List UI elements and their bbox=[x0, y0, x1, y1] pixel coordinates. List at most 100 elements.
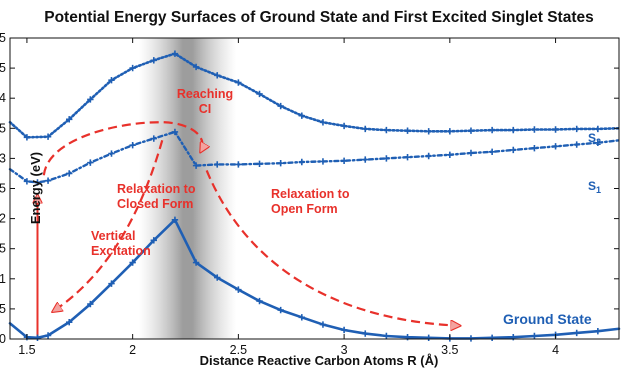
y-tick-label: 3 bbox=[0, 151, 6, 165]
ground-state-point bbox=[256, 297, 263, 305]
s2-line bbox=[8, 52, 621, 139]
annotation-relax-closed-line1: Relaxation to bbox=[117, 182, 196, 196]
x-tick-label: 2.5 bbox=[230, 343, 247, 357]
ground-state-point bbox=[319, 321, 327, 328]
y-tick-label: 1.5 bbox=[0, 242, 6, 256]
s1-point bbox=[171, 128, 179, 136]
s2-point bbox=[192, 63, 200, 71]
s2-point bbox=[256, 90, 263, 98]
ground-state-point bbox=[488, 334, 496, 341]
annotation-vertical-line2: Excitation bbox=[91, 244, 151, 258]
series-label-s2-base: S bbox=[588, 131, 596, 145]
ground-state-point bbox=[129, 259, 136, 266]
s2-point bbox=[573, 125, 580, 133]
s1-point bbox=[44, 177, 52, 184]
s2-point bbox=[383, 126, 390, 134]
s2-point bbox=[87, 96, 94, 103]
s1-point bbox=[66, 170, 73, 177]
s1-point bbox=[129, 141, 136, 149]
y-tick-label: 1 bbox=[0, 272, 6, 286]
ground-state-point bbox=[66, 318, 73, 326]
y-tick-label: 0 bbox=[0, 332, 6, 346]
reaching-ci-arrow bbox=[42, 121, 203, 176]
s2-point bbox=[552, 126, 559, 133]
s2-point bbox=[362, 125, 369, 133]
y-tick-label: 3.5 bbox=[0, 121, 6, 135]
s1-point bbox=[277, 160, 284, 167]
x-tick-label: 4 bbox=[552, 343, 559, 357]
ground-state-point bbox=[34, 334, 41, 341]
s2-point bbox=[446, 128, 454, 135]
ground-state-point bbox=[108, 280, 115, 287]
s2-point bbox=[488, 126, 496, 134]
series-layer bbox=[8, 50, 621, 342]
y-axis-label: Energy (eV) bbox=[28, 152, 43, 224]
s2-point bbox=[319, 119, 327, 126]
s2-point bbox=[150, 57, 157, 64]
ground-state-point bbox=[298, 314, 306, 321]
x-axis-label: Distance Reactive Carbon Atoms R (Å) bbox=[200, 353, 439, 368]
s1-point bbox=[488, 148, 496, 155]
s2-point bbox=[340, 122, 348, 130]
s2-point bbox=[108, 76, 115, 84]
s2-point bbox=[44, 133, 52, 140]
s1-point bbox=[192, 162, 200, 169]
s1-point bbox=[319, 158, 327, 165]
annotation-vertical-line1: Vertical bbox=[91, 229, 135, 243]
s1-point bbox=[573, 141, 580, 148]
s1-point bbox=[87, 159, 94, 166]
s2-point bbox=[425, 128, 432, 135]
x-tick-label: 3.5 bbox=[441, 343, 458, 357]
s2-point bbox=[214, 72, 221, 79]
series-label-s2: S2 bbox=[588, 131, 601, 147]
series-label-s1-base: S bbox=[588, 179, 596, 193]
ground-state-point bbox=[573, 329, 580, 337]
y-tick-label: 5 bbox=[0, 31, 6, 45]
ground-state-point bbox=[44, 332, 52, 339]
s2-point bbox=[298, 112, 306, 119]
s1-point bbox=[404, 153, 411, 161]
s2-point bbox=[510, 126, 517, 134]
s1-point bbox=[425, 152, 432, 160]
s2-point bbox=[66, 116, 73, 123]
y-tick-label: 0.5 bbox=[0, 302, 6, 316]
ground-state-point bbox=[594, 327, 602, 335]
s2-point bbox=[171, 50, 179, 57]
y-tick-label: 2.5 bbox=[0, 182, 6, 196]
ground-state-point bbox=[467, 335, 475, 342]
series-label-ground-state: Ground State bbox=[503, 311, 592, 327]
s1-point bbox=[510, 146, 517, 154]
s1-point bbox=[531, 144, 538, 152]
ground-state-point bbox=[192, 259, 200, 266]
s1-point bbox=[23, 178, 31, 185]
series-label-s1-subscript: 1 bbox=[596, 185, 601, 195]
s1-point bbox=[467, 149, 475, 157]
s1-point bbox=[362, 156, 369, 163]
relax-closed-form-arrow bbox=[52, 140, 164, 312]
ground-state-point bbox=[362, 330, 369, 337]
ground-state-point bbox=[383, 332, 390, 340]
s2-point bbox=[404, 127, 411, 134]
red-arrow-annotations bbox=[37, 121, 460, 338]
y-tick-label: 4 bbox=[0, 91, 6, 105]
ground-state-point bbox=[235, 286, 242, 293]
series-label-s2-subscript: 2 bbox=[596, 137, 601, 147]
y-tick-label: 4.5 bbox=[0, 61, 6, 75]
annotation-reaching-ci-line2: CI bbox=[199, 102, 212, 116]
s2-point bbox=[235, 79, 242, 86]
ground-state-point bbox=[340, 326, 348, 334]
s1-point bbox=[383, 155, 390, 162]
s1-point bbox=[256, 160, 263, 168]
series-label-s1: S1 bbox=[588, 179, 601, 195]
s2-point bbox=[23, 134, 31, 141]
ground-state-point bbox=[531, 332, 538, 340]
s2-point bbox=[531, 126, 538, 133]
s1-line bbox=[8, 130, 621, 184]
axis-ticks: 1.5 2 2.5 3 3.5 4 0 0.5 1 1.5 2 2.5 3 3.5 4 4.5 5 bbox=[0, 31, 619, 357]
s1-point bbox=[214, 161, 221, 168]
s1-point bbox=[108, 150, 115, 157]
x-tick-label: 1.5 bbox=[18, 343, 35, 357]
annotation-reaching-ci-line1: Reaching bbox=[177, 87, 233, 101]
